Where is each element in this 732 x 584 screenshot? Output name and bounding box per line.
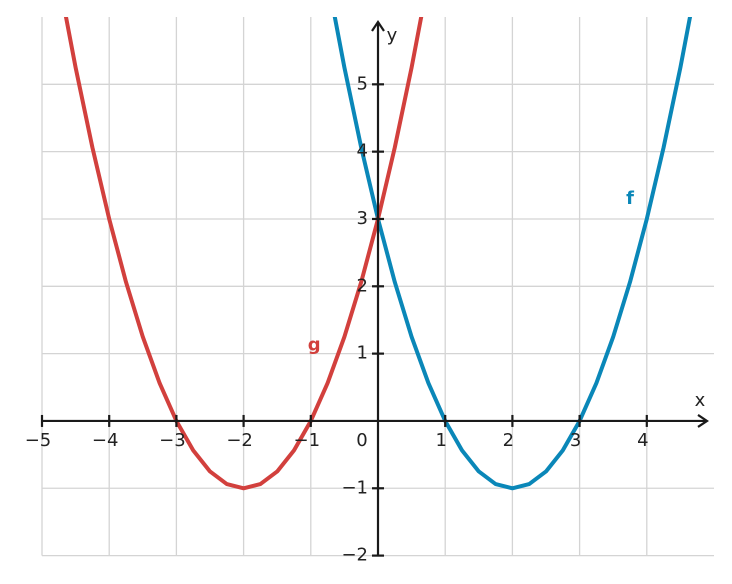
x-tick-label: −3 (159, 430, 186, 451)
y-tick-label: 2 (357, 275, 368, 296)
x-tick-label: 4 (637, 430, 648, 451)
x-axis-label: x (695, 390, 706, 411)
x-tick-label: 2 (503, 430, 514, 451)
y-axis-label: y (387, 25, 398, 46)
axes: −5 −4 −3 −2 −1 1 2 3 4 −2 −1 1 2 3 4 5 x y 0 f g (25, 20, 709, 566)
x-tick-label: 3 (570, 430, 581, 451)
x-tick-label: −2 (226, 430, 253, 451)
curve-label: g (308, 335, 321, 356)
origin-label: 0 (356, 430, 367, 451)
curve (63, 17, 424, 491)
x-tick-label: −1 (294, 430, 321, 451)
x-tick-label: 1 (435, 430, 446, 451)
curves (63, 17, 693, 491)
curve-label: f (626, 188, 634, 209)
x-tick-label: −5 (25, 430, 52, 451)
curve (332, 17, 693, 491)
y-arrow (371, 20, 385, 32)
y-tick-label: 1 (357, 343, 368, 364)
y-tick-label: 4 (357, 141, 368, 162)
y-tick-label: −2 (341, 545, 368, 566)
x-arrow (697, 414, 709, 428)
y-tick-label: −1 (341, 477, 368, 498)
y-tick-label: 3 (357, 208, 368, 229)
x-tick-label: −4 (92, 430, 119, 451)
y-tick-label: 5 (357, 73, 368, 94)
